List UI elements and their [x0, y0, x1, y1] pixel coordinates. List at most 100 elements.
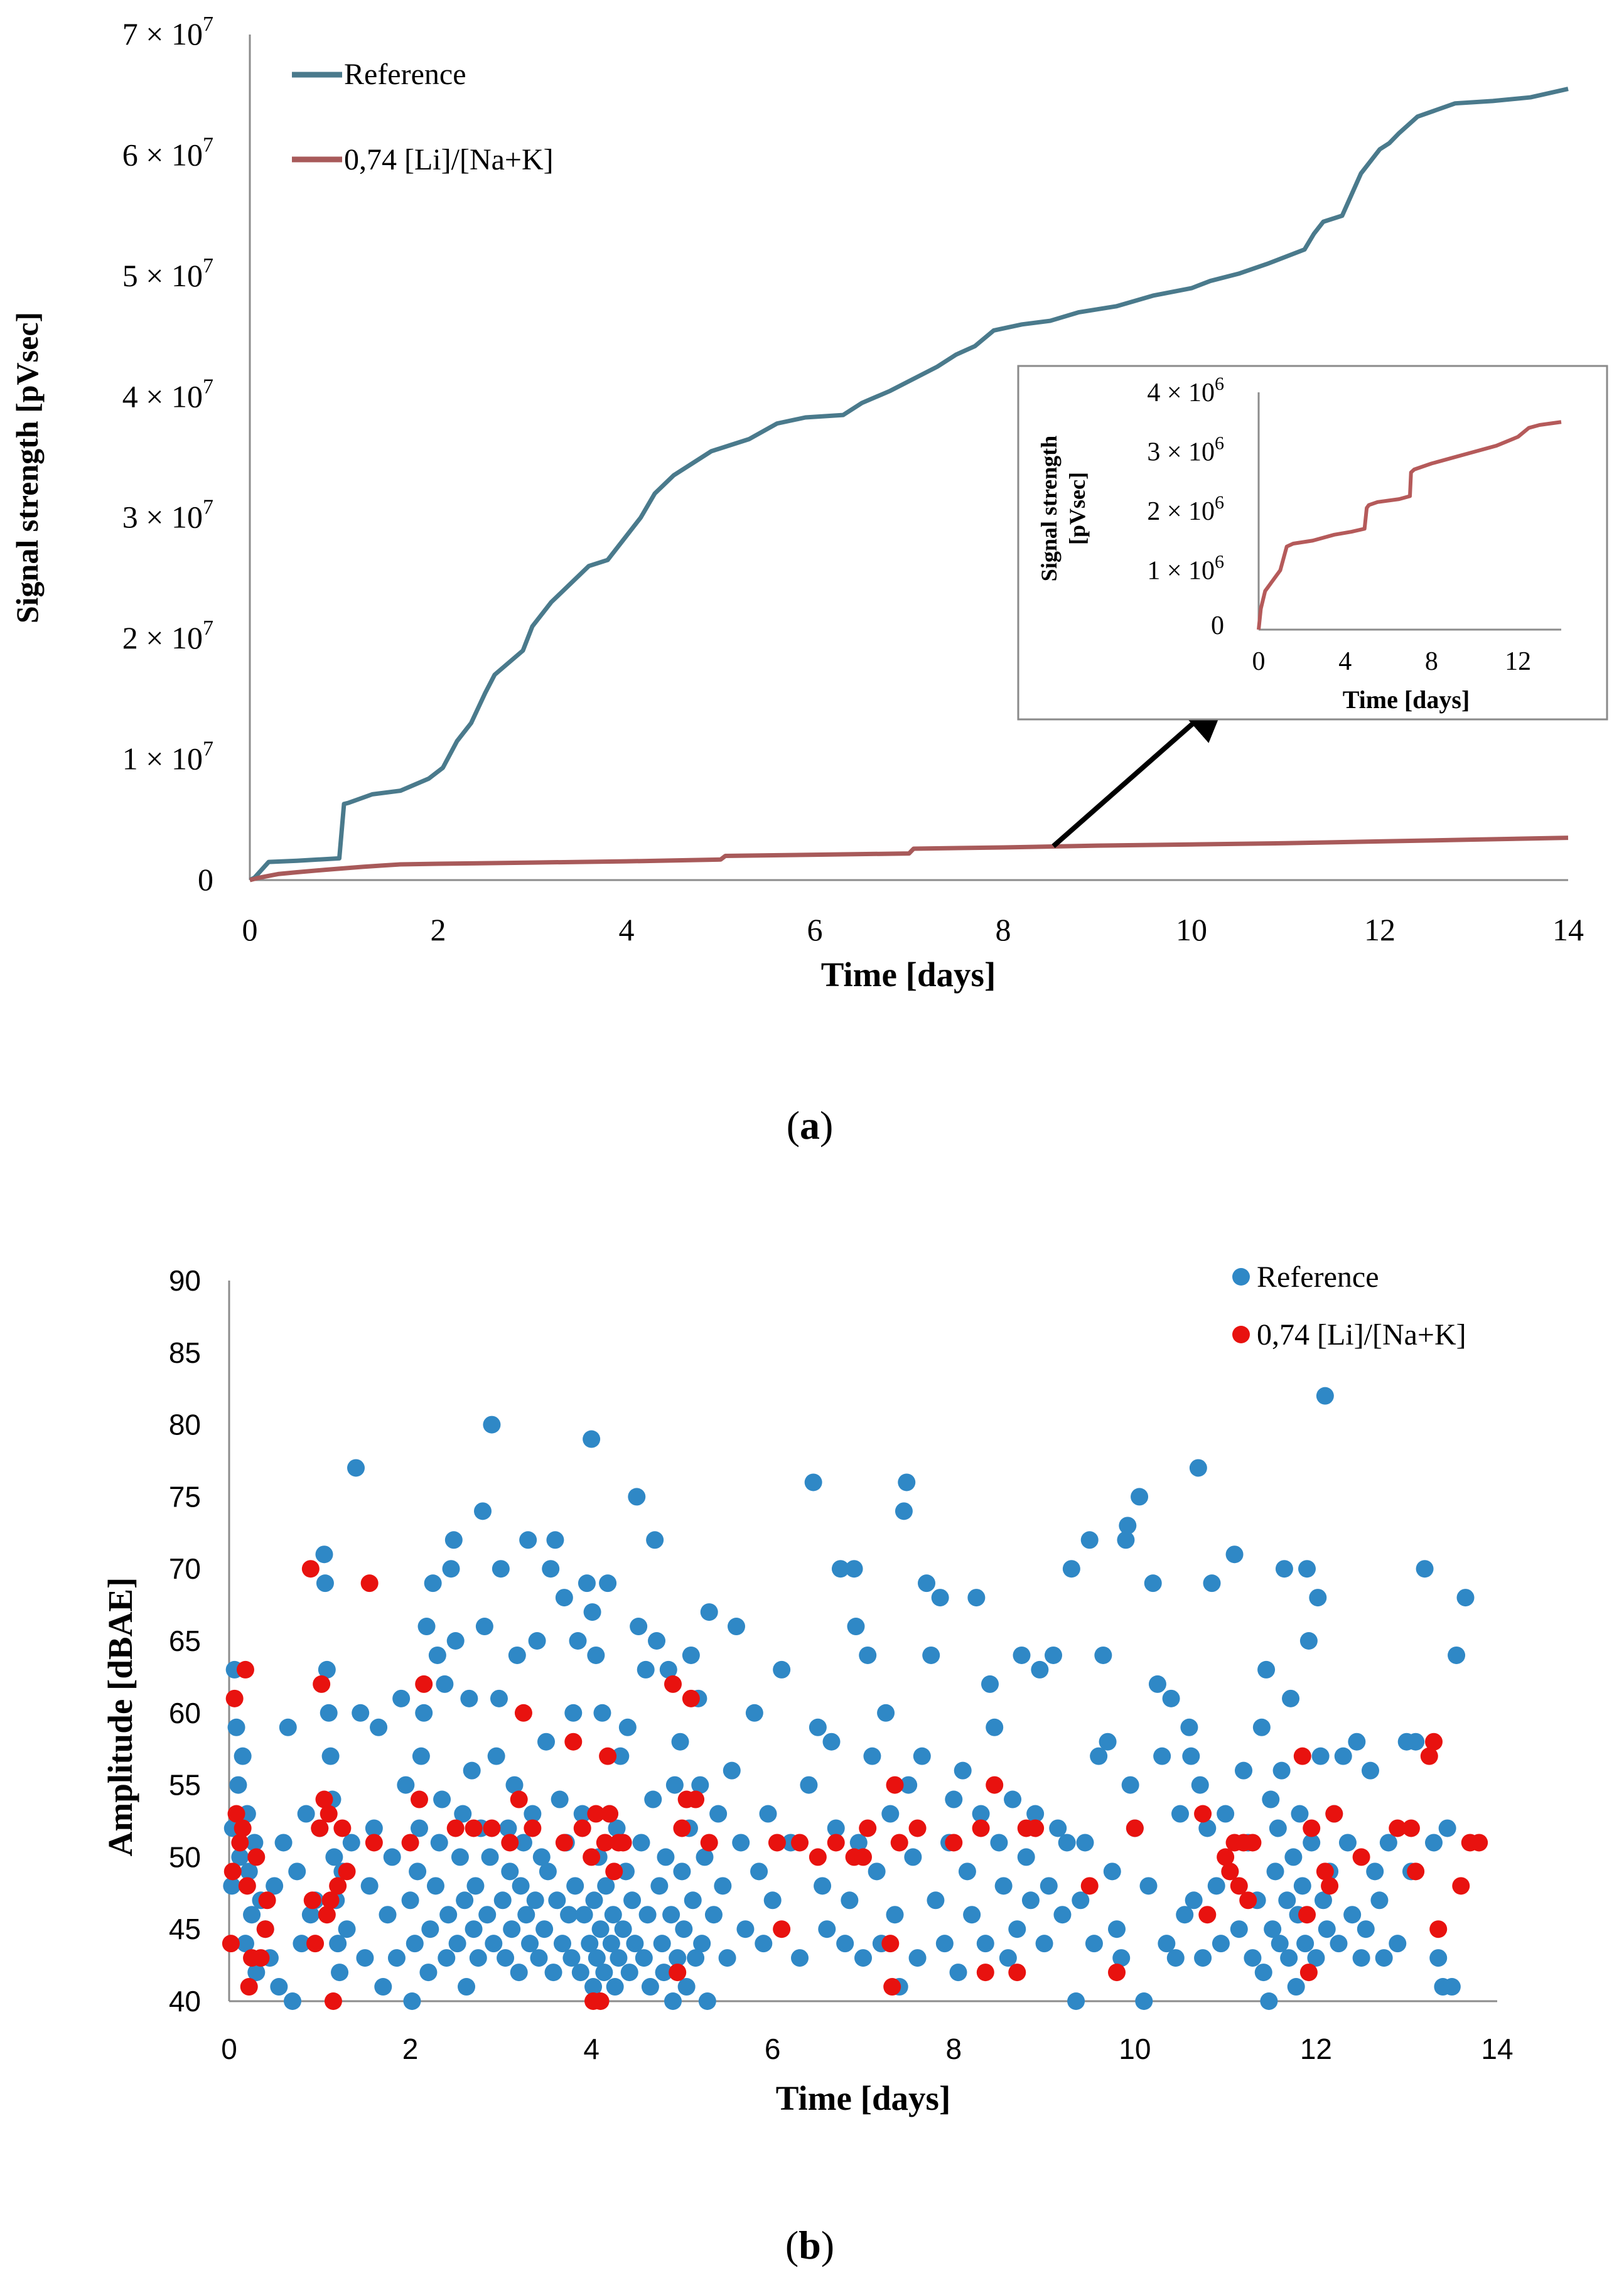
inset-x-axis-title: Time [days]	[1343, 685, 1470, 714]
panel-b-y-axis-title: Amplitude [dBAE]	[101, 1577, 139, 1857]
scatter-point-li-ratio	[573, 1819, 591, 1837]
scatter-point-reference	[986, 1718, 1004, 1736]
scatter-point-li-ratio	[1080, 1877, 1099, 1895]
scatter-point-reference	[442, 1560, 460, 1578]
scatter-point-li-ratio	[1470, 1834, 1488, 1852]
scatter-point-reference	[412, 1747, 430, 1765]
inset-x-tick-label: 8	[1425, 647, 1438, 676]
scatter-point-li-ratio	[446, 1819, 465, 1837]
inset-chart: 0 4 8 12 0 1 × 106 2 × 106 3 × 106 4 × 106 Time …	[1017, 365, 1608, 721]
scatter-point-reference	[657, 1848, 675, 1866]
scatter-point-reference	[505, 1776, 524, 1794]
scatter-point-reference	[548, 1891, 566, 1910]
scatter-point-reference	[1456, 1589, 1475, 1607]
scatter-point-reference	[994, 1877, 1013, 1895]
scatter-point-li-ratio	[768, 1834, 786, 1852]
scatter-point-reference	[841, 1891, 859, 1910]
scatter-point-reference	[671, 1733, 689, 1751]
scatter-point-reference	[1307, 1949, 1325, 1967]
scatter-point-reference	[1244, 1949, 1262, 1967]
scatter-point-reference	[709, 1805, 728, 1823]
scatter-point-reference	[1425, 1834, 1443, 1852]
b-y-tick-label: 90	[169, 1264, 201, 1297]
b-x-tick-label: 6	[765, 2033, 781, 2065]
scatter-point-li-ratio	[1299, 1964, 1318, 1982]
inset-x-tick-label: 0	[1252, 647, 1266, 676]
scatter-point-reference	[632, 1834, 650, 1852]
scatter-point-reference	[331, 1964, 349, 1982]
scatter-point-reference	[460, 1689, 478, 1707]
scatter-point-reference	[583, 1430, 601, 1448]
scatter-point-reference	[935, 1935, 954, 1953]
scatter-point-reference	[406, 1935, 424, 1953]
scatter-point-reference	[750, 1862, 768, 1881]
scatter-point-li-ratio	[986, 1776, 1004, 1794]
scatter-point-reference	[595, 1964, 613, 1982]
scatter-point-li-ratio	[1316, 1862, 1334, 1881]
scatter-point-reference	[1330, 1935, 1348, 1953]
scatter-point-reference	[827, 1819, 845, 1837]
panel-a-series	[249, 87, 1569, 883]
scatter-point-reference	[415, 1704, 433, 1722]
scatter-point-reference	[428, 1646, 446, 1664]
scatter-point-reference	[588, 1949, 606, 1967]
scatter-point-reference	[673, 1862, 691, 1881]
scatter-point-reference	[419, 1964, 438, 1982]
scatter-point-reference	[822, 1733, 841, 1751]
inset-series	[1257, 420, 1562, 630]
x-tick-label: 4	[619, 912, 635, 947]
scatter-point-reference	[546, 1531, 564, 1549]
scatter-point-reference	[650, 1877, 669, 1895]
scatter-point-reference	[653, 1935, 671, 1953]
scatter-point-reference	[736, 1920, 755, 1938]
scatter-point-li-ratio	[360, 1574, 379, 1593]
scatter-point-reference	[898, 1473, 916, 1491]
scatter-point-li-ratio	[687, 1790, 705, 1808]
scatter-point-reference	[895, 1502, 913, 1520]
scatter-point-li-ratio	[890, 1834, 908, 1852]
scatter-point-reference	[315, 1545, 333, 1564]
scatter-point-reference	[245, 1834, 264, 1852]
scatter-point-reference	[227, 1718, 245, 1736]
scatter-point-reference	[240, 1862, 258, 1881]
b-y-tick-label: 70	[169, 1552, 201, 1585]
scatter-point-reference	[1040, 1877, 1058, 1895]
scatter-point-reference	[1119, 1517, 1137, 1535]
scatter-point-reference	[528, 1632, 546, 1650]
scatter-point-reference	[1021, 1891, 1040, 1910]
scatter-point-reference	[641, 1978, 659, 1996]
scatter-point-reference	[1309, 1589, 1327, 1607]
scatter-point-reference	[483, 1416, 501, 1434]
x-tick-label: 14	[1552, 912, 1584, 947]
scatter-point-reference	[356, 1949, 374, 1967]
scatter-point-reference	[700, 1603, 718, 1621]
scatter-point-reference	[967, 1589, 986, 1607]
scatter-point-li-ratio	[236, 1660, 254, 1679]
y-tick-label: 1 × 107	[122, 738, 213, 776]
scatter-point-li-ratio	[599, 1747, 617, 1765]
scatter-point-reference	[544, 1964, 562, 1982]
scatter-point-li-ratio	[1244, 1834, 1262, 1852]
scatter-point-reference	[1338, 1834, 1357, 1852]
scatter-point-reference	[1045, 1646, 1062, 1664]
scatter-point-li-ratio	[1194, 1805, 1212, 1823]
scatter-point-reference	[611, 1747, 630, 1765]
inset-x-tick-label: 12	[1505, 647, 1531, 676]
scatter-point-reference	[469, 1949, 487, 1967]
scatter-point-reference	[519, 1531, 537, 1549]
scatter-point-li-ratio	[483, 1819, 501, 1837]
scatter-point-reference	[383, 1848, 401, 1866]
scatter-point-reference	[584, 1978, 603, 1996]
scatter-point-li-ratio	[664, 1675, 682, 1693]
scatter-point-reference	[1448, 1646, 1466, 1664]
scatter-point-reference	[591, 1920, 610, 1938]
scatter-point-reference	[566, 1877, 584, 1895]
scatter-point-reference	[732, 1834, 750, 1852]
scatter-point-li-ratio	[1198, 1906, 1217, 1924]
scatter-point-reference	[321, 1747, 340, 1765]
b-y-tick-label: 85	[169, 1336, 201, 1369]
b-x-tick-label: 2	[402, 2033, 419, 2065]
scatter-point-reference	[728, 1618, 745, 1636]
scatter-point-reference	[990, 1834, 1008, 1852]
